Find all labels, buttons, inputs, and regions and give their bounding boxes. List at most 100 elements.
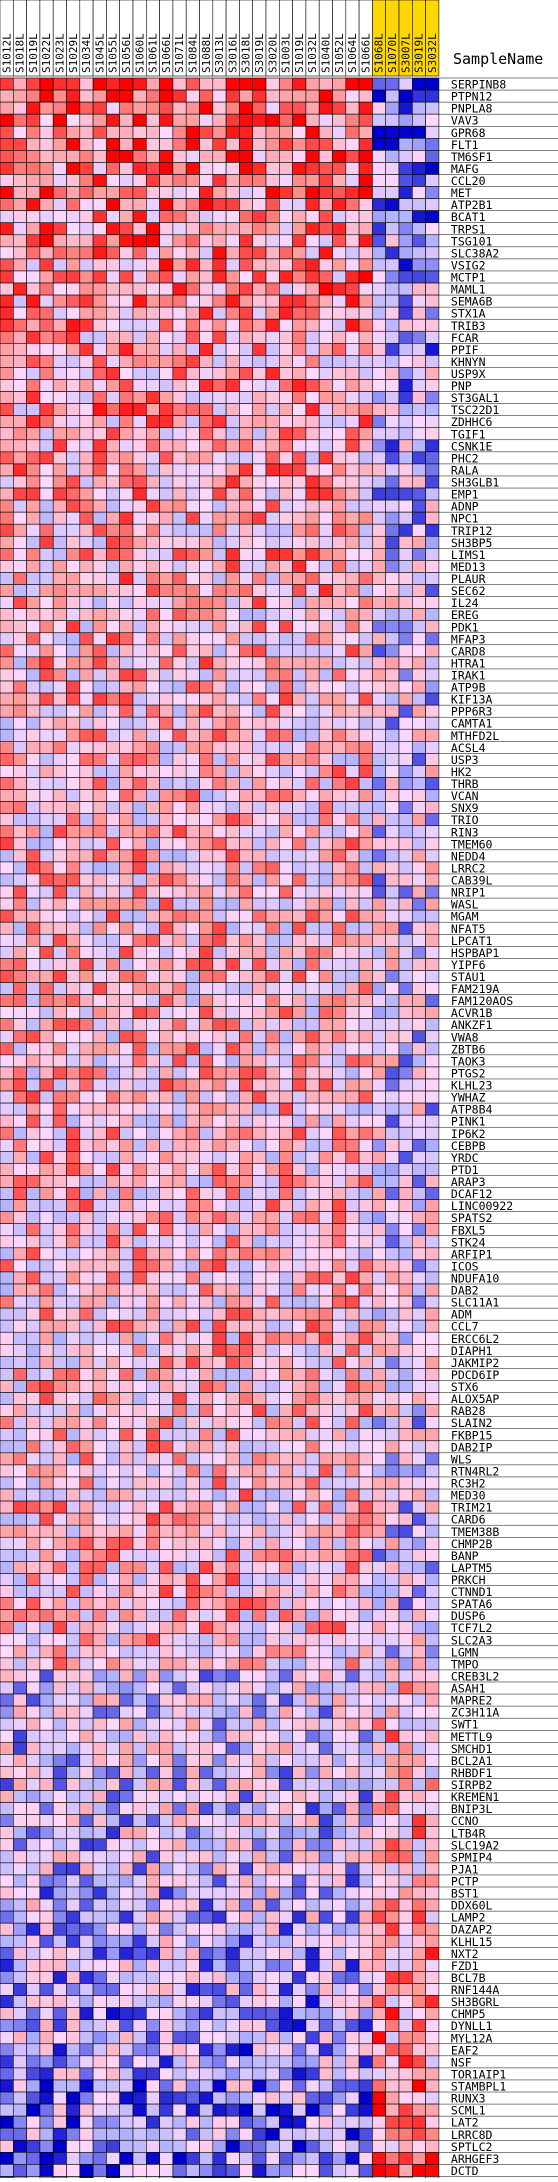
heatmap-cell (372, 1778, 386, 1791)
heatmap-cell (239, 270, 253, 284)
heatmap-cell (199, 1452, 214, 1466)
heatmap-cell (172, 1838, 187, 1852)
heatmap-cell (332, 415, 347, 429)
heatmap-cell (318, 162, 333, 175)
heatmap-cell (26, 1356, 41, 1369)
heatmap-cell (225, 89, 240, 103)
heatmap-cell (425, 837, 440, 851)
heatmap-cell (26, 234, 41, 248)
heatmap-cell (92, 1042, 107, 1056)
heatmap-cell (92, 1862, 107, 1876)
heatmap-cell (119, 1500, 134, 1514)
heatmap-cell (332, 777, 347, 790)
heatmap-cell (292, 162, 307, 175)
heatmap-cell (385, 475, 400, 489)
heatmap-cell (39, 596, 54, 609)
heatmap-cell (239, 740, 253, 754)
heatmap-cell (345, 451, 360, 465)
heatmap-cell (278, 1078, 293, 1092)
heatmap-cell (106, 1874, 121, 1888)
heatmap-cell (305, 946, 320, 959)
heatmap-cell (159, 1500, 174, 1514)
heatmap-cell (265, 861, 280, 875)
heatmap-cell (39, 1609, 54, 1622)
heatmap-cell (332, 1307, 347, 1321)
heatmap-cell (172, 186, 187, 199)
heatmap-cell (13, 548, 27, 561)
heatmap-cell (318, 982, 333, 995)
heatmap-cell (358, 572, 373, 585)
heatmap-cell (411, 1645, 426, 1659)
heatmap-cell (305, 548, 320, 561)
heatmap-cell (425, 198, 440, 211)
heatmap-cell (185, 1681, 200, 1695)
heatmap-cell (332, 1512, 347, 1526)
heatmap-cell (225, 174, 240, 187)
heatmap-cell (172, 1561, 187, 1574)
heatmap-cell (26, 608, 41, 622)
heatmap-cell (278, 982, 293, 995)
heatmap-cell (119, 1585, 134, 1598)
heatmap-cell (79, 584, 94, 597)
heatmap-cell (398, 946, 413, 959)
heatmap-cell (372, 415, 386, 429)
heatmap-cell (146, 1838, 160, 1852)
heatmap-cell (425, 608, 440, 622)
heatmap-cell (159, 1621, 174, 1635)
heatmap-cell (199, 1163, 214, 1176)
heatmap-cell (92, 1211, 107, 1225)
heatmap-cell (225, 1138, 240, 1152)
heatmap-cell (119, 1766, 134, 1779)
heatmap-cell (372, 970, 386, 983)
heatmap-cell (305, 1754, 320, 1767)
heatmap-cell (372, 1766, 386, 1779)
heatmap-cell (358, 994, 373, 1007)
heatmap-cell (13, 330, 27, 344)
heatmap-cell (252, 1609, 267, 1622)
heatmap-cell (318, 1235, 333, 1249)
heatmap-cell (278, 1030, 293, 1044)
heatmap-cell (292, 125, 307, 139)
heatmap-cell (119, 1126, 134, 1140)
heatmap-cell (39, 1585, 54, 1598)
heatmap-cell (199, 1428, 214, 1442)
heatmap-cell (13, 222, 27, 236)
heatmap-cell (119, 1693, 134, 1707)
heatmap-cell (26, 572, 41, 585)
heatmap-cell (92, 379, 107, 392)
heatmap-cell (26, 101, 41, 115)
heatmap-cell (345, 1283, 360, 1297)
heatmap-cell (425, 1114, 440, 1128)
heatmap-cell (52, 1814, 67, 1828)
heatmap-cell (372, 801, 386, 814)
heatmap-cell (39, 1754, 54, 1767)
heatmap-cell (385, 873, 400, 887)
heatmap-cell (119, 716, 134, 730)
heatmap-cell (92, 1778, 107, 1791)
heatmap-cell (106, 1862, 121, 1876)
heatmap-cell (372, 837, 386, 851)
heatmap-cell (252, 1368, 267, 1381)
heatmap-cell (199, 222, 214, 236)
heatmap-cell (225, 77, 240, 91)
heatmap-cell (252, 270, 267, 284)
heatmap-cell (199, 572, 214, 585)
heatmap-cell (185, 1319, 200, 1333)
heatmap-cell (92, 343, 107, 356)
heatmap-cell (159, 162, 174, 175)
heatmap-cell (92, 1066, 107, 1080)
heatmap-cell (292, 813, 307, 827)
heatmap-cell (172, 1271, 187, 1285)
heatmap-cell (225, 186, 240, 199)
heatmap-cell (185, 1416, 200, 1430)
heatmap-cell (79, 499, 94, 513)
heatmap-cell (13, 1066, 27, 1080)
heatmap-cell (159, 1102, 174, 1116)
heatmap-cell (79, 1814, 94, 1828)
heatmap-cell (26, 499, 41, 513)
heatmap-cell (358, 1536, 373, 1550)
heatmap-cell (212, 150, 227, 163)
heatmap-cell (13, 282, 27, 296)
heatmap-cell (185, 1368, 200, 1381)
heatmap-cell (398, 1621, 413, 1635)
